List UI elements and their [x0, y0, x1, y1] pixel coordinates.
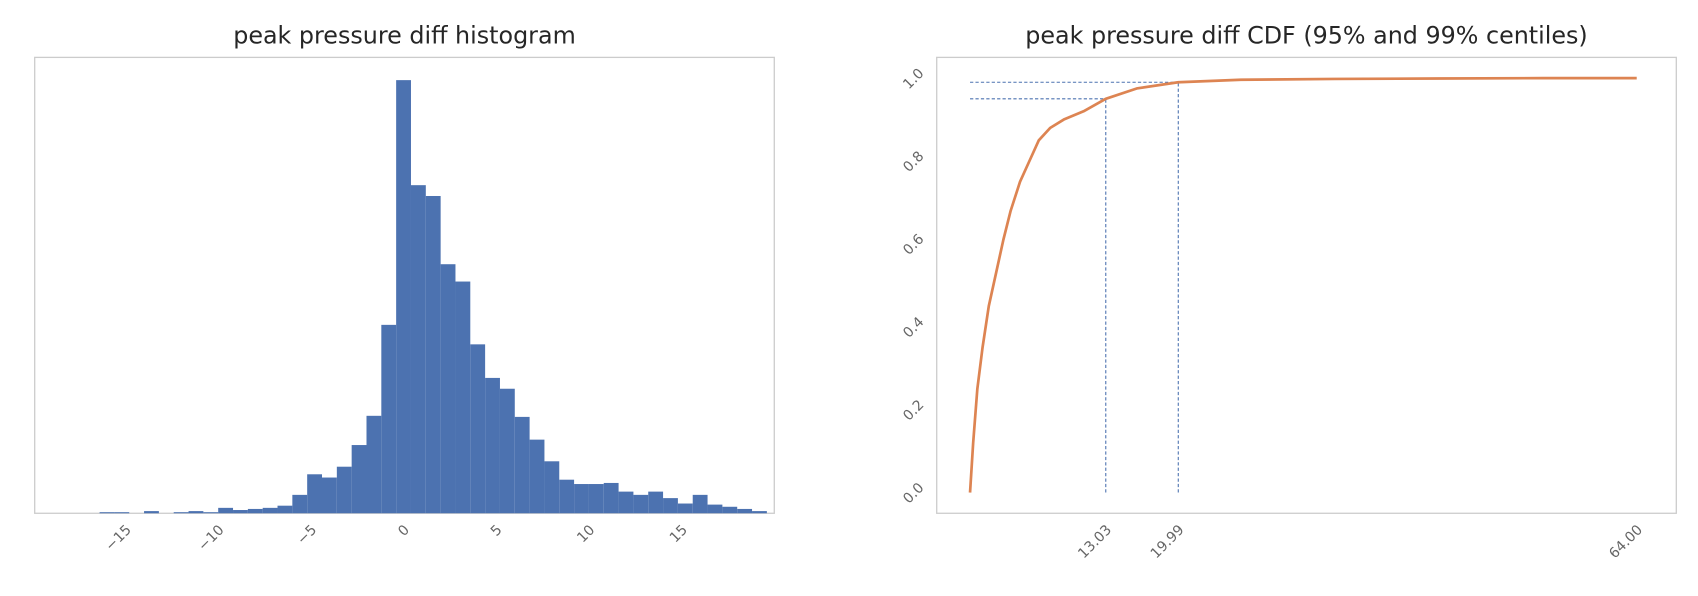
bar	[322, 477, 337, 514]
bar	[588, 484, 604, 514]
bar	[233, 510, 248, 514]
plot-frame	[936, 56, 1677, 514]
bar	[499, 388, 515, 514]
bar	[544, 461, 560, 514]
bar	[173, 512, 189, 514]
y-tick-label: 0.8	[900, 148, 927, 175]
chart-title: peak pressure diff histogram	[233, 21, 576, 49]
bar	[425, 195, 441, 514]
x-tick-label: 19.99	[1148, 522, 1188, 562]
bar	[737, 508, 753, 514]
chart-title: peak pressure diff CDF (95% and 99% cent…	[1025, 21, 1587, 49]
x-tick-label: −15	[103, 522, 135, 554]
bar	[277, 505, 293, 514]
bar	[247, 508, 263, 514]
bar	[188, 511, 204, 514]
bar	[559, 479, 575, 514]
bar	[144, 511, 159, 514]
bar	[396, 80, 411, 514]
bar	[366, 415, 382, 514]
bar	[292, 494, 308, 514]
bar	[307, 474, 323, 514]
bar	[218, 507, 234, 514]
bar	[663, 498, 678, 514]
y-tick-label: 0.0	[900, 480, 927, 507]
bar	[203, 512, 219, 514]
bar	[648, 491, 664, 514]
cdf-line	[968, 76, 1637, 493]
bar	[752, 511, 767, 514]
bar	[440, 264, 456, 514]
x-tick-label: 10	[574, 522, 598, 546]
x-tick-label: 15	[667, 522, 691, 546]
bar	[514, 416, 530, 514]
bar	[618, 491, 634, 514]
bar	[336, 466, 352, 514]
x-tick-label: −5	[294, 522, 320, 548]
bar	[262, 507, 278, 514]
y-tick-label: 0.2	[900, 397, 927, 424]
bar	[574, 484, 589, 514]
y-tick-label: 0.6	[900, 231, 927, 258]
x-tick-label: −10	[195, 522, 227, 554]
bar	[410, 185, 426, 514]
y-tick-label: 1.0	[900, 66, 927, 93]
bar	[470, 344, 486, 514]
bar	[677, 503, 693, 514]
x-tick-label: 13.03	[1075, 522, 1115, 562]
x-tick-label: 5	[488, 522, 506, 540]
bar	[529, 439, 545, 514]
x-tick-label: 0	[395, 522, 413, 540]
bar	[381, 324, 397, 514]
bar	[455, 281, 471, 514]
bar	[114, 512, 130, 514]
bar	[603, 482, 619, 514]
bar	[351, 445, 367, 514]
bar	[707, 504, 723, 514]
bar	[692, 494, 708, 514]
bar	[633, 494, 649, 514]
bar	[722, 506, 738, 514]
bar	[485, 377, 500, 514]
x-tick-label: 64.00	[1606, 522, 1646, 562]
bar	[99, 512, 115, 514]
y-tick-label: 0.4	[900, 314, 927, 341]
